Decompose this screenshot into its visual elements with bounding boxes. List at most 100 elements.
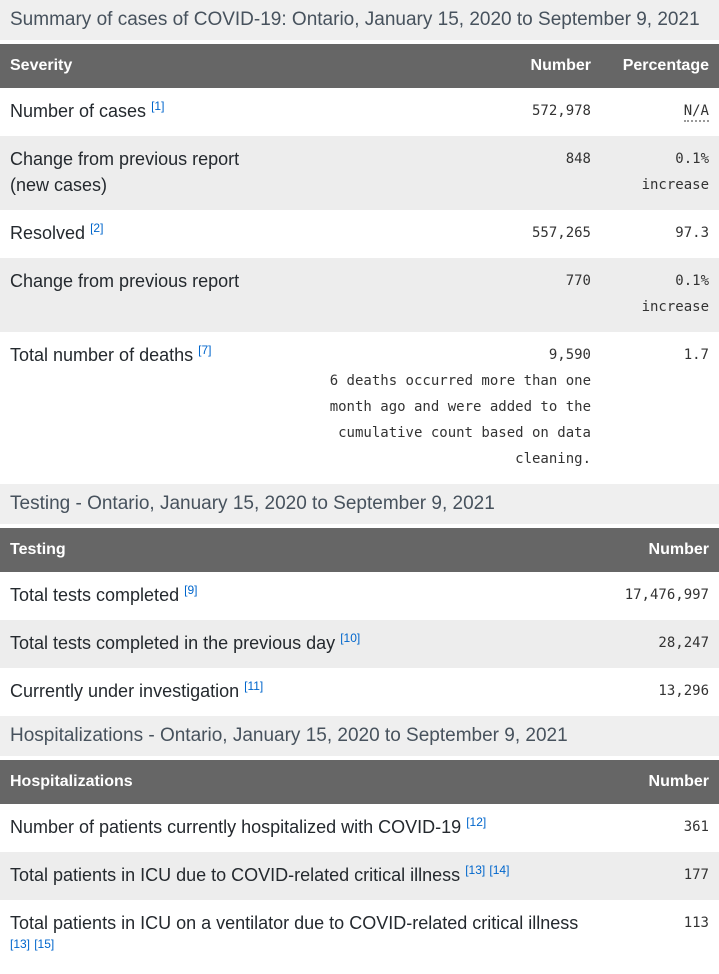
column-header-testing: Testing [0, 528, 589, 572]
row-number-cell: 572,978 [303, 88, 591, 136]
table-row: Resolved [2] 557,265 97.3 [0, 210, 719, 258]
row-number: 28,247 [658, 635, 709, 651]
row-percentage-cell: 0.1% increase [591, 258, 719, 332]
row-label-cell: Currently under investigation [11] [0, 668, 589, 716]
testing-table: Testing Number Total tests completed [9]… [0, 528, 719, 716]
row-label-cell: Total patients in ICU on a ventilator du… [0, 900, 589, 974]
row-label-cell: Change from previous report (new cases) [0, 136, 303, 210]
row-label-cell: Resolved [2] [0, 210, 303, 258]
row-number: 848 [565, 151, 591, 167]
footnote-link[interactable]: [14] [489, 863, 510, 877]
table-header-row: Hospitalizations Number [0, 760, 719, 804]
row-number-cell: 177 [589, 852, 719, 900]
column-header-number: Number [303, 44, 591, 88]
footnote-link[interactable]: [1] [151, 99, 165, 113]
row-number-cell: 770 [303, 258, 591, 332]
footnote-sup: [12] [466, 813, 486, 830]
row-number: 113 [683, 915, 709, 931]
row-label: Total tests completed in the previous da… [10, 633, 336, 653]
table-row: Total patients in ICU on a ventilator du… [0, 900, 719, 974]
table-row: Total number of deaths [7] 9,590 6 death… [0, 332, 719, 484]
severity-table: Severity Number Percentage Number of cas… [0, 44, 719, 484]
row-label-cell: Total tests completed [9] [0, 572, 589, 620]
row-number: 9,590 [548, 347, 591, 363]
footnote-sup: [1] [151, 97, 164, 114]
row-label: Total patients in ICU due to COVID-relat… [10, 865, 461, 885]
footnote-sup: [7] [198, 341, 211, 358]
footnote-sup: [10] [340, 629, 360, 646]
footnote-link[interactable]: [11] [244, 679, 264, 693]
row-percentage-cell: 97.3 [591, 210, 719, 258]
row-percentage-line2: increase [641, 177, 709, 193]
row-number-cell: 13,296 [589, 668, 719, 716]
footnote-sup: [9] [184, 581, 197, 598]
footnote-link[interactable]: [12] [466, 815, 487, 829]
table-row: Total patients in ICU due to COVID-relat… [0, 852, 719, 900]
footnote-link[interactable]: [7] [198, 343, 212, 357]
row-label: Change from previous report [10, 271, 240, 291]
column-header-percentage: Percentage [591, 44, 719, 88]
row-percentage-cell: N/A [591, 88, 719, 136]
hospitalizations-table: Hospitalizations Number Number of patien… [0, 760, 719, 974]
row-number-cell: 9,590 6 deaths occurred more than one mo… [303, 332, 591, 484]
footnote-sup: [13] [14] [465, 861, 509, 878]
row-number: 770 [565, 273, 591, 289]
row-number: 557,265 [531, 225, 591, 241]
section-header-summary: Summary of cases of COVID-19: Ontario, J… [0, 0, 719, 40]
section-header-testing: Testing - Ontario, January 15, 2020 to S… [0, 484, 719, 524]
footnote-link[interactable]: [13] [10, 937, 31, 951]
row-number: 572,978 [531, 103, 591, 119]
row-percentage: 97.3 [675, 225, 709, 241]
row-number: 361 [683, 819, 709, 835]
footnote-link[interactable]: [13] [465, 863, 486, 877]
row-label-cell: Number of patients currently hospitalize… [0, 804, 589, 852]
table-row: Change from previous report (new cases) … [0, 136, 719, 210]
table-row: Number of patients currently hospitalize… [0, 804, 719, 852]
footnote-link[interactable]: [9] [184, 583, 198, 597]
row-percentage-cell: 0.1% increase [591, 136, 719, 210]
row-percentage-cell: 1.7 [591, 332, 719, 484]
table-row: Currently under investigation [11] 13,29… [0, 668, 719, 716]
row-label-line2: (new cases) [10, 175, 108, 195]
column-header-severity: Severity [0, 44, 303, 88]
row-percentage: 1.7 [683, 347, 709, 363]
table-row: Change from previous report 770 0.1% inc… [0, 258, 719, 332]
row-percentage: 0.1% [675, 273, 709, 289]
row-number-cell: 361 [589, 804, 719, 852]
row-label: Total number of deaths [10, 345, 194, 365]
row-label: Currently under investigation [10, 681, 240, 701]
deaths-data-cleaning-note: 6 deaths occurred more than one month ag… [329, 373, 591, 467]
row-label-cell: Total tests completed in the previous da… [0, 620, 589, 668]
column-header-number: Number [589, 528, 719, 572]
row-number-cell: 17,476,997 [589, 572, 719, 620]
footnote-sup: [13] [15] [10, 935, 54, 952]
row-label-cell: Change from previous report [0, 258, 303, 332]
table-header-row: Testing Number [0, 528, 719, 572]
row-number-cell: 557,265 [303, 210, 591, 258]
section-header-hospitalizations: Hospitalizations - Ontario, January 15, … [0, 716, 719, 756]
footnote-link[interactable]: [2] [90, 221, 104, 235]
row-percentage: 0.1% [675, 151, 709, 167]
row-label: Number of cases [10, 101, 147, 121]
table-header-row: Severity Number Percentage [0, 44, 719, 88]
row-label-cell: Total number of deaths [7] [0, 332, 303, 484]
row-label: Number of patients currently hospitalize… [10, 817, 462, 837]
row-number: 13,296 [658, 683, 709, 699]
column-header-number: Number [589, 760, 719, 804]
footnote-link[interactable]: [10] [340, 631, 361, 645]
table-row: Total tests completed [9] 17,476,997 [0, 572, 719, 620]
row-number-cell: 848 [303, 136, 591, 210]
row-label-cell: Total patients in ICU due to COVID-relat… [0, 852, 589, 900]
table-row: Total tests completed in the previous da… [0, 620, 719, 668]
row-number-cell: 113 [589, 900, 719, 974]
na-abbreviation[interactable]: N/A [683, 103, 709, 122]
footnote-sup: [11] [244, 677, 263, 694]
row-number: 17,476,997 [624, 587, 709, 603]
footnote-link[interactable]: [15] [34, 937, 55, 951]
row-percentage-line2: increase [641, 299, 709, 315]
row-label: Resolved [10, 223, 86, 243]
table-row: Number of cases [1] 572,978 N/A [0, 88, 719, 136]
row-number-cell: 28,247 [589, 620, 719, 668]
row-number: 177 [683, 867, 709, 883]
row-label-cell: Number of cases [1] [0, 88, 303, 136]
